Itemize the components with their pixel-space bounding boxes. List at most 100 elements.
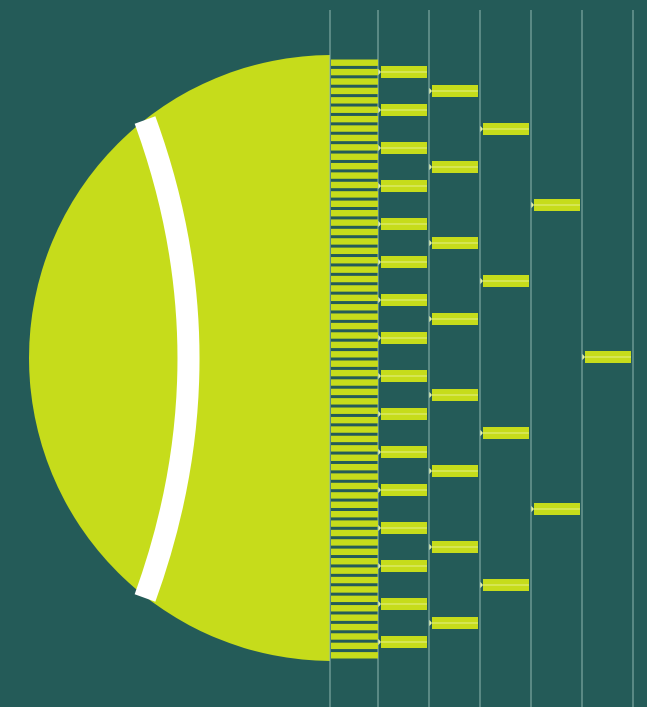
connector xyxy=(429,164,432,170)
slot xyxy=(331,586,378,593)
connector xyxy=(378,525,381,531)
slot xyxy=(331,238,378,245)
slot xyxy=(331,652,378,659)
slot xyxy=(331,529,378,537)
slot xyxy=(331,633,378,640)
slot xyxy=(331,614,378,621)
connector xyxy=(378,335,381,341)
connector xyxy=(378,221,381,227)
slot xyxy=(331,576,378,584)
connector xyxy=(378,449,381,455)
connector xyxy=(378,107,381,113)
connector xyxy=(429,468,432,474)
connector xyxy=(378,411,381,417)
slot xyxy=(331,275,378,283)
slot xyxy=(331,78,378,85)
connector xyxy=(429,88,432,94)
slot xyxy=(331,492,378,499)
slot xyxy=(331,322,378,330)
slot xyxy=(331,341,378,349)
slot xyxy=(331,125,378,132)
slot xyxy=(331,181,378,189)
connector xyxy=(480,126,483,132)
slot xyxy=(331,426,378,433)
slot xyxy=(331,144,378,151)
connector xyxy=(429,620,432,626)
connector xyxy=(429,392,432,398)
connector xyxy=(378,183,381,189)
slot xyxy=(331,407,378,414)
slot xyxy=(331,153,378,160)
connector xyxy=(480,278,483,284)
connector xyxy=(378,601,381,607)
slot xyxy=(331,228,378,236)
connector xyxy=(378,639,381,645)
connector xyxy=(531,202,534,208)
connector xyxy=(378,487,381,493)
ball-seam xyxy=(134,116,200,602)
slot xyxy=(331,416,378,424)
slot xyxy=(331,454,378,461)
slot xyxy=(331,115,378,123)
slot xyxy=(331,539,378,546)
slot xyxy=(331,623,378,631)
connector xyxy=(378,259,381,265)
bracket xyxy=(331,59,631,659)
connector xyxy=(582,354,585,360)
slot xyxy=(331,520,378,527)
slot xyxy=(331,567,378,574)
slot xyxy=(331,463,378,471)
slot xyxy=(331,332,378,339)
slot xyxy=(331,379,378,386)
slot xyxy=(331,59,378,66)
slot xyxy=(331,266,378,273)
slot xyxy=(331,97,378,104)
slot xyxy=(331,172,378,179)
slot xyxy=(331,360,378,367)
slot xyxy=(331,369,378,377)
slot xyxy=(331,482,378,490)
slot xyxy=(331,388,378,396)
slot xyxy=(331,595,378,603)
slot xyxy=(331,435,378,443)
connector xyxy=(429,544,432,550)
slot xyxy=(331,285,378,292)
slot xyxy=(331,257,378,264)
slot xyxy=(331,445,378,452)
slot xyxy=(331,210,378,217)
slot xyxy=(331,294,378,302)
slot xyxy=(331,106,378,113)
connector xyxy=(378,145,381,151)
connector xyxy=(429,316,432,322)
slot xyxy=(331,162,378,170)
slot xyxy=(331,473,378,480)
slot xyxy=(331,87,378,95)
slot xyxy=(331,548,378,556)
tennis-ball xyxy=(29,55,330,661)
connector xyxy=(378,563,381,569)
slot xyxy=(331,398,378,405)
slot xyxy=(331,134,378,142)
connector xyxy=(480,582,483,588)
connector xyxy=(378,69,381,75)
connector xyxy=(480,430,483,436)
slot xyxy=(331,642,378,650)
connector xyxy=(429,240,432,246)
slot xyxy=(331,304,378,311)
slot xyxy=(331,247,378,255)
connector xyxy=(531,506,534,512)
slot xyxy=(331,605,378,612)
slot xyxy=(331,200,378,207)
column-lines xyxy=(329,10,634,707)
connector xyxy=(378,297,381,303)
slot xyxy=(331,558,378,565)
slot xyxy=(331,501,378,508)
slot xyxy=(331,511,378,518)
slot xyxy=(331,68,378,76)
slot xyxy=(331,313,378,320)
connector xyxy=(378,373,381,379)
slot xyxy=(331,351,378,358)
slot xyxy=(331,219,378,226)
